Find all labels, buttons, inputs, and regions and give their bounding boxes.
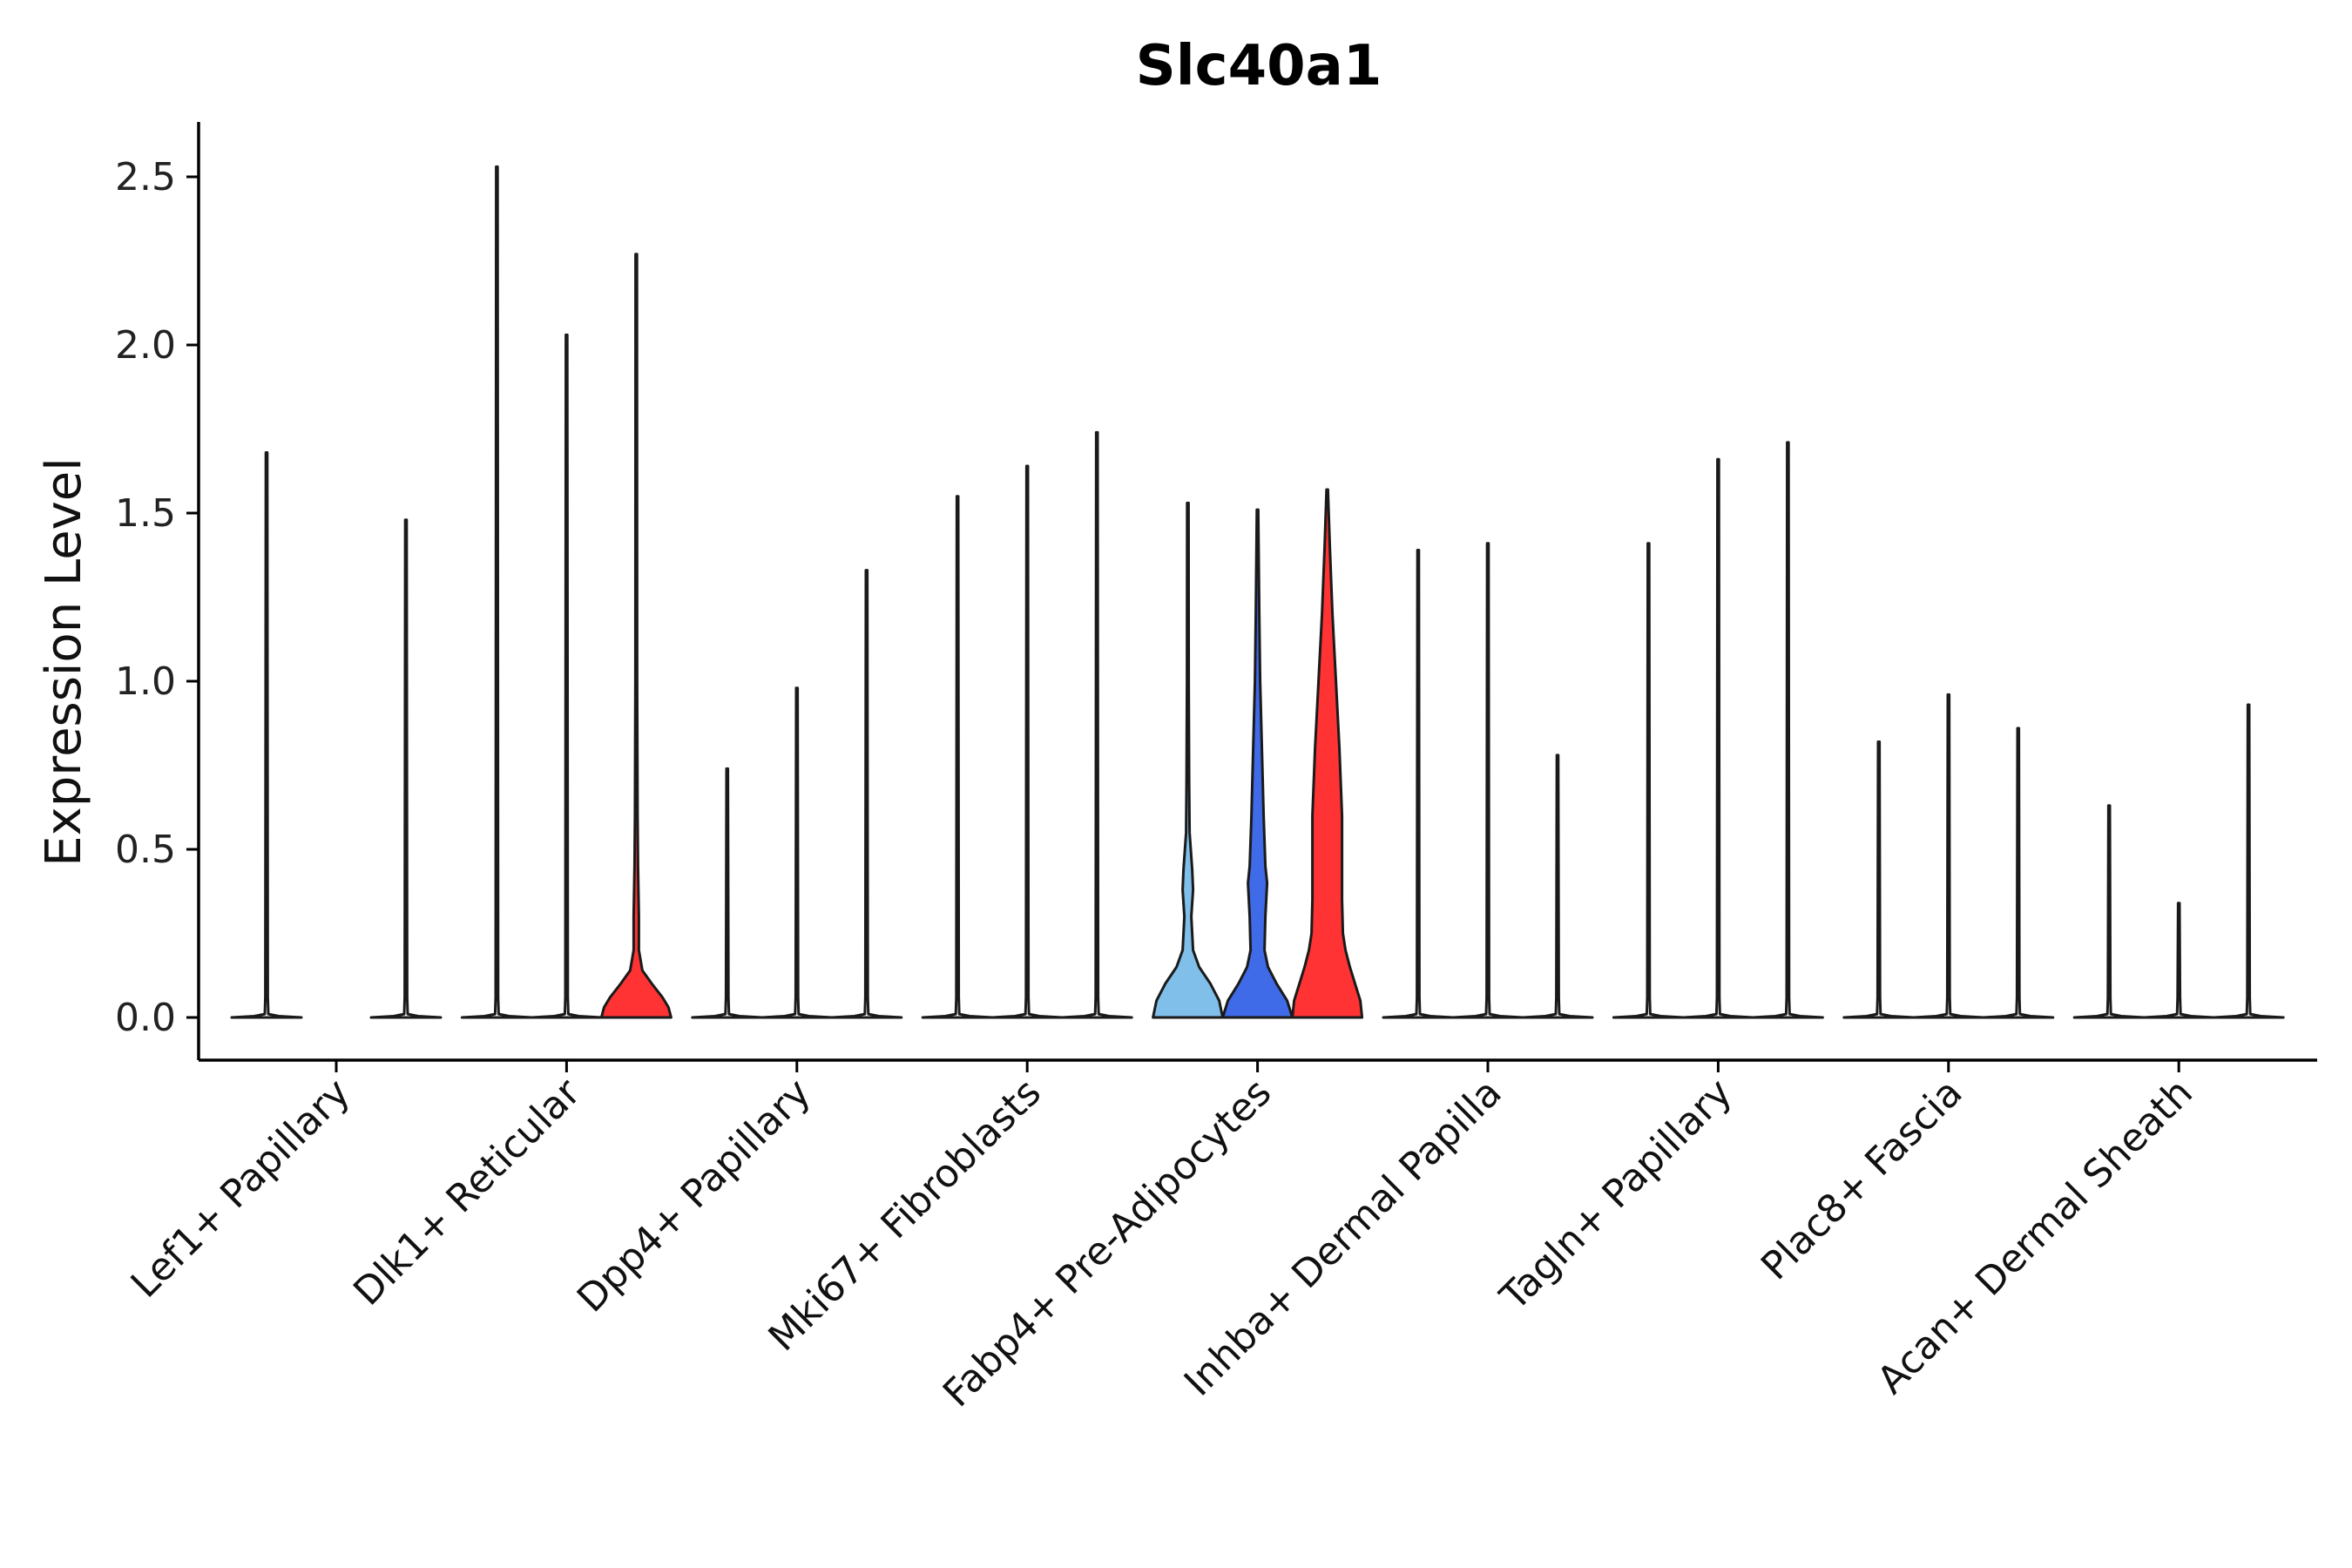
y-tick-label: 0.0 — [115, 996, 176, 1040]
violin-6-2 — [1451, 542, 1524, 1019]
y-tick-label: 1.5 — [115, 491, 176, 536]
violin-2-3 — [599, 253, 672, 1019]
violin-4-3 — [1060, 430, 1133, 1019]
x-category-label: Lef1+ Papillary — [123, 1071, 359, 1307]
violin-3-2 — [760, 686, 834, 1019]
x-category-label: Tagln+ Papillary — [1491, 1071, 1740, 1320]
y-tick-label: 1.0 — [115, 659, 176, 704]
violin-4-1 — [921, 495, 994, 1019]
violin-5-2 — [1221, 508, 1294, 1019]
violin-4-2 — [990, 464, 1064, 1019]
violin-6-3 — [1521, 754, 1594, 1019]
violin-3-1 — [691, 767, 764, 1019]
violin-7-3 — [1751, 441, 1824, 1019]
violin-6-1 — [1382, 549, 1455, 1019]
violin-1-1 — [230, 451, 303, 1019]
violin-9-3 — [2212, 703, 2285, 1019]
y-axis-label: Expression Level — [36, 457, 92, 867]
x-category-label: Dlk1+ Reticular — [345, 1070, 590, 1315]
violin-9-1 — [2072, 804, 2146, 1019]
violin-2-2 — [530, 333, 603, 1019]
violin-7-2 — [1681, 457, 1754, 1019]
y-tick-label: 2.5 — [115, 155, 176, 199]
violin-9-2 — [2142, 902, 2215, 1019]
y-tick-label: 2.0 — [115, 323, 176, 368]
violin-7-1 — [1612, 542, 1685, 1019]
chart-title: Slc40a1 — [1136, 34, 1382, 98]
violin-8-2 — [1912, 693, 1985, 1019]
x-category-label: Plac8+ Fascia — [1753, 1071, 1971, 1289]
x-category-label: Dpp4+ Papillary — [569, 1071, 820, 1321]
violin-8-3 — [1982, 727, 2055, 1019]
y-tick-label: 0.5 — [115, 828, 176, 872]
violin-3-3 — [830, 569, 903, 1019]
violin-5-3 — [1291, 488, 1364, 1019]
violin-5-1 — [1152, 501, 1225, 1019]
violin-2-1 — [460, 165, 533, 1019]
violin-8-1 — [1842, 740, 1916, 1019]
violin-1-3 — [369, 518, 443, 1019]
